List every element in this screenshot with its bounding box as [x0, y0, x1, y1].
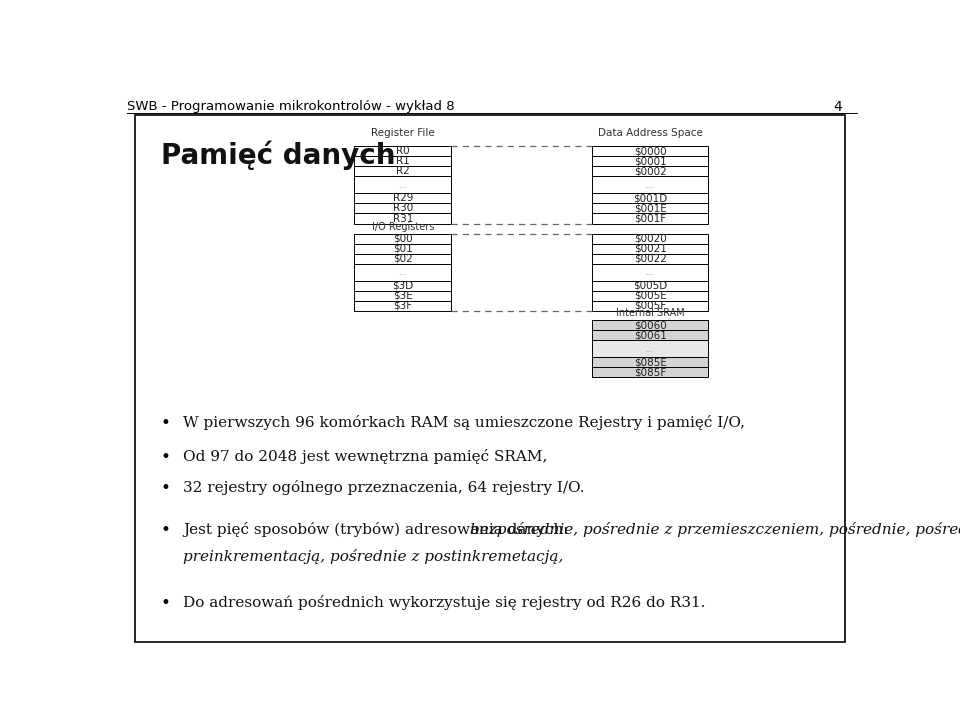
Text: •: • [161, 522, 171, 539]
Bar [354, 203, 451, 213]
Text: Register File: Register File [371, 128, 435, 138]
Text: $0020: $0020 [634, 234, 666, 244]
Bar [592, 320, 708, 330]
Bar [592, 203, 708, 213]
Text: $001E: $001E [634, 203, 666, 213]
Text: R31: R31 [393, 213, 413, 223]
Text: $01: $01 [393, 244, 413, 254]
Text: Internal SRAM: Internal SRAM [615, 309, 684, 318]
Bar [592, 213, 708, 223]
Bar [354, 291, 451, 301]
Bar [592, 291, 708, 301]
Text: I/O Registers: I/O Registers [372, 222, 434, 232]
Text: R1: R1 [396, 157, 410, 167]
Text: ...: ... [398, 180, 407, 190]
Text: $085F: $085F [634, 367, 666, 377]
Text: SWB - Programowanie mikrokontrolów - wykład 8: SWB - Programowanie mikrokontrolów - wyk… [128, 100, 455, 113]
Text: bezpośrednie, pośrednie z przemieszczeniem, pośrednie, pośrednie z: bezpośrednie, pośrednie z przemieszczeni… [469, 522, 960, 537]
Text: $3E: $3E [393, 291, 413, 301]
Bar [354, 167, 451, 176]
Bar [354, 281, 451, 291]
Text: Pamięć danych: Pamięć danych [161, 141, 396, 170]
Bar [354, 254, 451, 264]
Text: $005E: $005E [634, 291, 666, 301]
Text: $0002: $0002 [634, 167, 666, 176]
Text: $3D: $3D [392, 281, 414, 290]
Bar [354, 234, 451, 244]
Text: ...: ... [645, 180, 655, 190]
Text: $0000: $0000 [634, 146, 666, 157]
Text: Jest pięć sposobów (trybów) adresowania danych:: Jest pięć sposobów (trybów) adresowania … [183, 522, 574, 537]
Text: $001F: $001F [634, 213, 666, 223]
Text: $001D: $001D [633, 194, 667, 203]
Text: $0001: $0001 [634, 157, 666, 167]
Text: R2: R2 [396, 167, 410, 176]
Bar [354, 157, 451, 167]
Text: $0022: $0022 [634, 254, 666, 264]
Bar [354, 264, 451, 281]
Bar [592, 244, 708, 254]
Bar [354, 213, 451, 223]
Text: $0061: $0061 [634, 330, 666, 340]
Bar [592, 157, 708, 167]
Text: •: • [161, 595, 171, 612]
Bar [354, 176, 451, 194]
Bar [592, 176, 708, 194]
Text: R29: R29 [393, 194, 413, 203]
Text: 32 rejestry ogólnego przeznaczenia, 64 rejestry I/O.: 32 rejestry ogólnego przeznaczenia, 64 r… [183, 480, 585, 495]
Bar [354, 146, 451, 157]
Bar [354, 194, 451, 203]
Bar [592, 367, 708, 377]
Bar [592, 281, 708, 291]
Bar [592, 194, 708, 203]
Text: $085E: $085E [634, 357, 666, 367]
Bar [592, 340, 708, 357]
Bar [592, 167, 708, 176]
Text: $0021: $0021 [634, 244, 666, 254]
Bar [592, 254, 708, 264]
Text: $3F: $3F [394, 301, 412, 311]
Bar [354, 244, 451, 254]
Bar [592, 234, 708, 244]
Text: $02: $02 [393, 254, 413, 264]
Text: W pierwszych 96 komórkach RAM są umieszczone Rejestry i pamięć I/O,: W pierwszych 96 komórkach RAM są umieszc… [183, 415, 745, 430]
Text: $005F: $005F [634, 301, 666, 311]
Bar [592, 301, 708, 311]
Text: ...: ... [645, 344, 655, 354]
Text: $0060: $0060 [634, 320, 666, 330]
Text: •: • [161, 480, 171, 496]
Bar [592, 357, 708, 367]
Text: 4: 4 [833, 100, 842, 114]
Text: ...: ... [398, 267, 407, 277]
Text: Do adresowań pośrednich wykorzystuje się rejestry od R26 do R31.: Do adresowań pośrednich wykorzystuje się… [183, 595, 706, 609]
Bar [592, 330, 708, 340]
Bar [592, 264, 708, 281]
Text: Od 97 do 2048 jest wewnętrzna pamięć SRAM,: Od 97 do 2048 jest wewnętrzna pamięć SRA… [183, 449, 547, 464]
Text: R30: R30 [393, 203, 413, 213]
Bar [592, 146, 708, 157]
Text: R0: R0 [396, 146, 410, 157]
Text: $005D: $005D [633, 281, 667, 290]
Text: Data Address Space: Data Address Space [598, 128, 703, 138]
Text: preinkrementacją, pośrednie z postinkremetacją,: preinkrementacją, pośrednie z postinkrem… [183, 549, 564, 563]
Text: ...: ... [645, 267, 655, 277]
Text: •: • [161, 415, 171, 432]
Text: •: • [161, 449, 171, 466]
Bar [354, 301, 451, 311]
Text: $00: $00 [393, 234, 413, 244]
